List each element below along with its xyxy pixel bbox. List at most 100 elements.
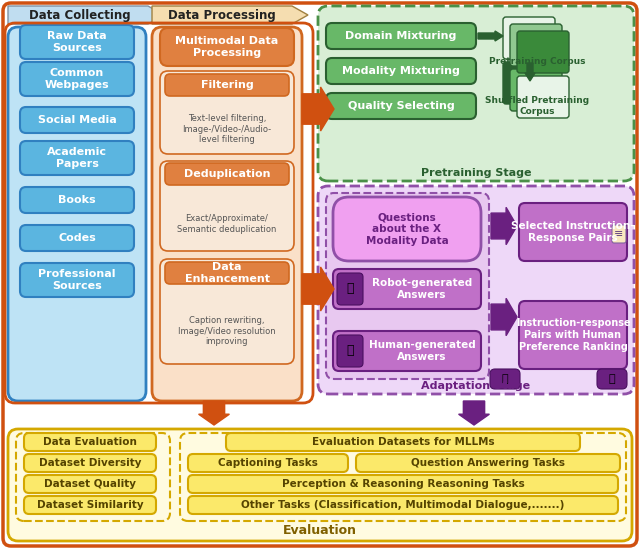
FancyBboxPatch shape <box>160 28 294 66</box>
Text: Modality Mixturing: Modality Mixturing <box>342 66 460 76</box>
FancyBboxPatch shape <box>188 496 618 514</box>
FancyBboxPatch shape <box>333 197 481 261</box>
Text: Pretraining Corpus: Pretraining Corpus <box>489 57 585 65</box>
FancyBboxPatch shape <box>8 429 632 541</box>
Text: Common
Webpages: Common Webpages <box>45 68 109 90</box>
Text: Dataset Similarity: Dataset Similarity <box>36 500 143 510</box>
Text: Raw Data
Sources: Raw Data Sources <box>47 31 107 53</box>
Text: 🤖: 🤖 <box>346 283 354 295</box>
FancyBboxPatch shape <box>226 433 580 451</box>
Text: Text-level filtering,
Image-/Video-/Audio-
level filtering: Text-level filtering, Image-/Video-/Audi… <box>182 114 271 144</box>
FancyBboxPatch shape <box>333 269 481 309</box>
FancyBboxPatch shape <box>503 62 555 104</box>
Text: Shuffled Pretraining
Corpus: Shuffled Pretraining Corpus <box>485 96 589 116</box>
Polygon shape <box>491 298 517 335</box>
Text: ≡: ≡ <box>614 229 624 239</box>
FancyBboxPatch shape <box>3 3 637 546</box>
FancyBboxPatch shape <box>510 69 562 111</box>
Text: Data Evaluation: Data Evaluation <box>43 437 137 447</box>
Text: 🧠: 🧠 <box>346 345 354 357</box>
Polygon shape <box>302 87 334 131</box>
Text: Evaluation: Evaluation <box>283 524 357 537</box>
FancyBboxPatch shape <box>20 25 134 59</box>
FancyBboxPatch shape <box>20 141 134 175</box>
FancyBboxPatch shape <box>318 186 634 394</box>
FancyBboxPatch shape <box>503 17 555 59</box>
Text: Other Tasks (Classification, Multimodal Dialogue,.......): Other Tasks (Classification, Multimodal … <box>241 500 564 510</box>
Polygon shape <box>491 208 517 245</box>
FancyBboxPatch shape <box>24 454 156 472</box>
FancyBboxPatch shape <box>180 433 626 521</box>
FancyBboxPatch shape <box>490 369 520 389</box>
Text: Evaluation Datasets for MLLMs: Evaluation Datasets for MLLMs <box>312 437 494 447</box>
Text: Deduplication: Deduplication <box>184 169 270 179</box>
Text: Dataset Quality: Dataset Quality <box>44 479 136 489</box>
FancyBboxPatch shape <box>326 93 476 119</box>
Text: Data Processing: Data Processing <box>168 8 276 21</box>
Text: Pretraining Stage: Pretraining Stage <box>420 168 531 178</box>
Polygon shape <box>198 401 229 425</box>
FancyBboxPatch shape <box>326 58 476 84</box>
Text: Captioning Tasks: Captioning Tasks <box>218 458 318 468</box>
FancyBboxPatch shape <box>337 335 363 367</box>
Text: Filtering: Filtering <box>200 80 253 90</box>
FancyBboxPatch shape <box>20 263 134 297</box>
Text: Caption rewriting,
Image/Video resolution
improving: Caption rewriting, Image/Video resolutio… <box>178 316 276 346</box>
FancyBboxPatch shape <box>24 496 156 514</box>
FancyBboxPatch shape <box>188 475 618 493</box>
FancyBboxPatch shape <box>356 454 620 472</box>
Polygon shape <box>152 6 308 24</box>
FancyBboxPatch shape <box>326 193 489 379</box>
Polygon shape <box>525 63 535 81</box>
Text: Domain Mixturing: Domain Mixturing <box>346 31 457 41</box>
FancyBboxPatch shape <box>188 454 348 472</box>
FancyBboxPatch shape <box>165 262 289 284</box>
FancyBboxPatch shape <box>152 27 302 401</box>
FancyBboxPatch shape <box>165 74 289 96</box>
Polygon shape <box>302 267 334 311</box>
Text: Instruction-response
Pairs with Human
Preference Ranking: Instruction-response Pairs with Human Pr… <box>516 318 630 351</box>
Text: Questions
about the X
Modality Data: Questions about the X Modality Data <box>365 212 449 245</box>
Text: Codes: Codes <box>58 233 96 243</box>
FancyBboxPatch shape <box>337 273 363 305</box>
Text: Perception & Reasoning Reasoning Tasks: Perception & Reasoning Reasoning Tasks <box>282 479 524 489</box>
Text: Selected Instruction-
Response Pairs: Selected Instruction- Response Pairs <box>511 221 635 243</box>
Text: Quality Selecting: Quality Selecting <box>348 101 454 111</box>
Text: 👍: 👍 <box>609 374 615 384</box>
Text: Books: Books <box>58 195 96 205</box>
FancyBboxPatch shape <box>20 62 134 96</box>
FancyBboxPatch shape <box>24 475 156 493</box>
Text: Adaptation Stage: Adaptation Stage <box>421 381 531 391</box>
FancyBboxPatch shape <box>24 433 156 451</box>
FancyBboxPatch shape <box>160 71 294 154</box>
Text: Professional
Sources: Professional Sources <box>38 269 116 291</box>
FancyBboxPatch shape <box>20 225 134 251</box>
FancyBboxPatch shape <box>519 203 627 261</box>
FancyBboxPatch shape <box>510 24 562 66</box>
Text: 👎: 👎 <box>502 374 508 384</box>
FancyBboxPatch shape <box>20 187 134 213</box>
FancyBboxPatch shape <box>318 6 634 181</box>
FancyBboxPatch shape <box>16 433 170 521</box>
FancyBboxPatch shape <box>517 31 569 73</box>
Text: Multimodal Data
Processing: Multimodal Data Processing <box>175 36 278 58</box>
FancyBboxPatch shape <box>597 369 627 389</box>
FancyBboxPatch shape <box>612 225 626 243</box>
FancyBboxPatch shape <box>165 163 289 185</box>
FancyBboxPatch shape <box>517 76 569 118</box>
Text: Data
Enhancement: Data Enhancement <box>184 262 269 284</box>
FancyBboxPatch shape <box>160 259 294 364</box>
FancyBboxPatch shape <box>160 161 294 251</box>
FancyBboxPatch shape <box>519 301 627 369</box>
FancyBboxPatch shape <box>326 23 476 49</box>
Text: Academic
Papers: Academic Papers <box>47 147 107 169</box>
Polygon shape <box>459 401 490 425</box>
Text: Exact/Approximate/
Semantic deduplication: Exact/Approximate/ Semantic deduplicatio… <box>177 214 276 234</box>
Text: Robot-generated
Answers: Robot-generated Answers <box>372 278 472 300</box>
Text: Question Answering Tasks: Question Answering Tasks <box>411 458 565 468</box>
Text: Social Media: Social Media <box>38 115 116 125</box>
Polygon shape <box>478 31 503 41</box>
Polygon shape <box>8 6 164 24</box>
FancyBboxPatch shape <box>333 331 481 371</box>
FancyBboxPatch shape <box>8 27 146 401</box>
